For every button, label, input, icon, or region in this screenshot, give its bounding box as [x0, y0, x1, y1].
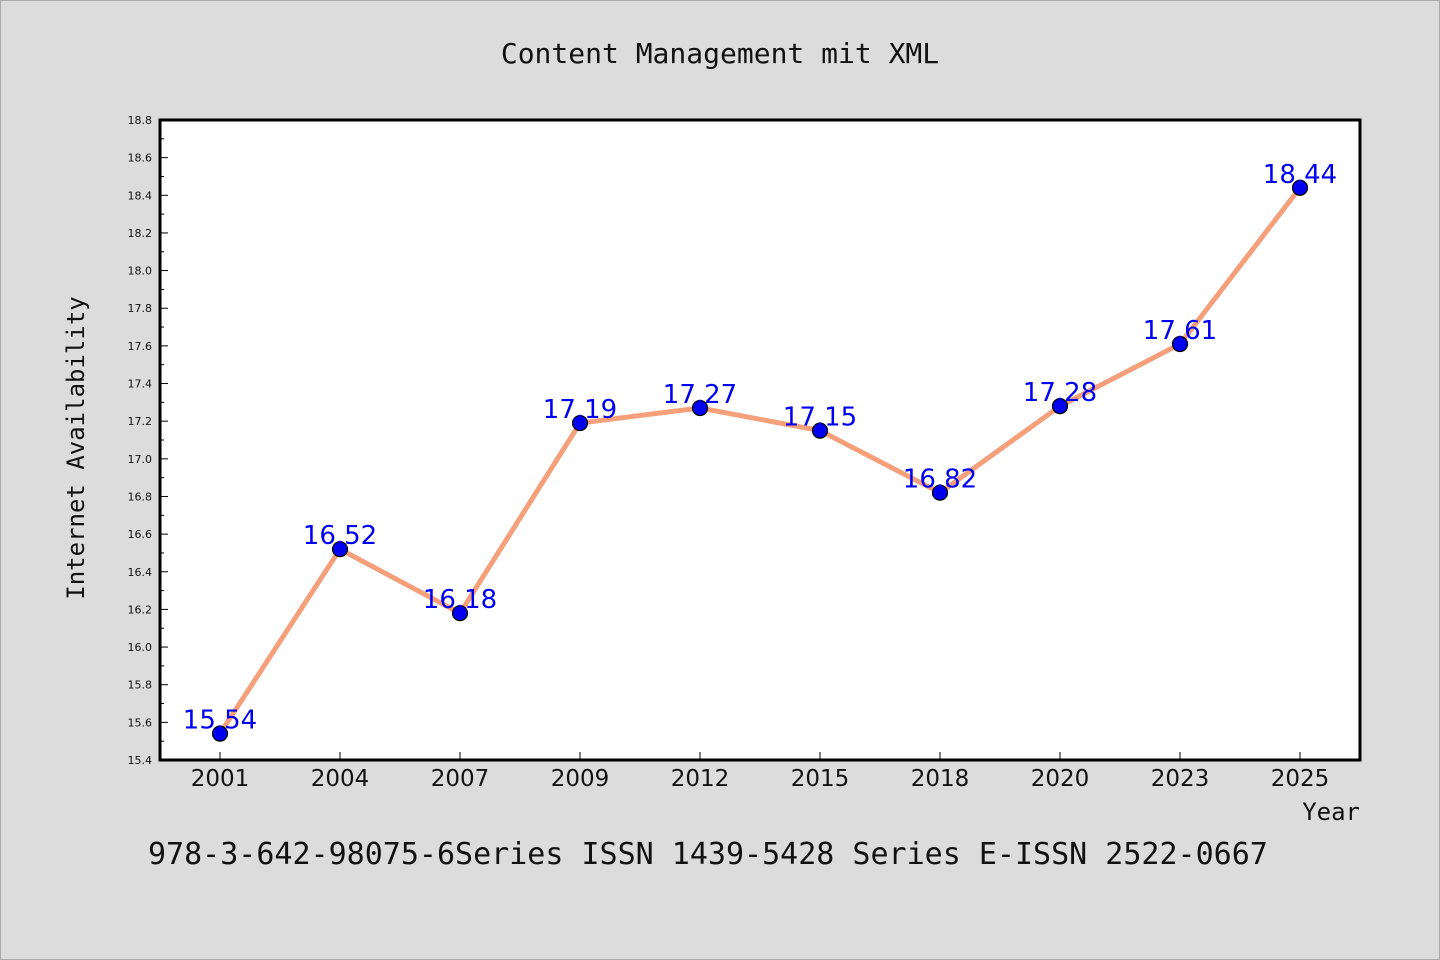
x-tick-label: 2004: [311, 766, 370, 792]
y-tick-label: 17.0: [128, 453, 153, 466]
data-value-label: 17.28: [1023, 378, 1097, 408]
chart-title: Content Management mit XML: [501, 37, 939, 70]
data-point: [931, 484, 949, 501]
data-point: [451, 605, 469, 622]
y-tick-label: 18.6: [128, 152, 153, 165]
data-point: [331, 541, 349, 558]
x-tick-label: 2015: [791, 766, 850, 792]
x-tick-label: 2001: [191, 766, 250, 792]
data-value-label: 18.44: [1263, 160, 1337, 190]
x-tick-label: 2007: [431, 766, 490, 792]
y-tick-label: 15.6: [128, 716, 153, 729]
y-tick-label: 17.4: [128, 378, 153, 391]
data-point: [211, 725, 229, 742]
data-point: [691, 399, 709, 417]
x-axis: 2001 2004 2007 2009 2012 2015 2018 2020 2023 2025: [191, 752, 1330, 792]
y-tick-label: 17.2: [128, 415, 153, 428]
y-tick-label: 17.6: [128, 340, 153, 353]
y-tick-label: 16.6: [128, 528, 153, 541]
y-tick-label: 18.8: [128, 114, 153, 127]
y-tick-label: 17.8: [128, 302, 153, 315]
y-tick-label: 15.8: [128, 679, 153, 692]
y-tick-label: 16.2: [128, 603, 153, 616]
series-line: [217, 186, 1302, 736]
data-point: [1171, 335, 1189, 353]
x-tick-label: 2009: [551, 766, 610, 792]
y-tick-label: 16.4: [128, 566, 153, 579]
y-tick-label: 16.8: [128, 490, 153, 503]
series-layer: [211, 179, 1309, 742]
y-tick-label: 16.0: [128, 641, 153, 654]
x-tick-label: 2012: [671, 766, 730, 792]
y-tick-label: 18.4: [128, 189, 153, 202]
x-axis-label: Year: [1302, 798, 1360, 826]
data-value-label: 17.19: [543, 395, 617, 425]
data-value-label: 15.54: [183, 706, 257, 736]
data-point: [1291, 179, 1309, 196]
x-tick-label: 2025: [1271, 766, 1330, 792]
x-tick-label: 2023: [1151, 766, 1210, 792]
y-tick-label: 18.0: [128, 265, 153, 278]
data-value-label: 17.27: [663, 380, 737, 410]
y-tick-label: 18.2: [128, 227, 153, 240]
data-point: [1051, 398, 1069, 415]
data-value-label: 16.52: [303, 521, 377, 551]
x-tick-label: 2018: [911, 766, 970, 792]
data-value-label: 17.61: [1143, 316, 1217, 346]
data-labels: 15.54 16.52 16.18 17.19 17.27 17.15 16.82 17.28…: [183, 160, 1337, 736]
y-axis: 15.4 15.6 15.8 16.0 16.2 16.4 16.6 16.8 17.0 17.2…: [128, 114, 168, 767]
data-value-label: 17.15: [783, 403, 857, 433]
y-tick-label: 15.4: [128, 754, 153, 767]
y-axis-label: Internet Availability: [62, 296, 90, 599]
footer-isbn-issn: 978-3-642-98075-6Series ISSN 1439-5428 S…: [148, 837, 1268, 872]
data-point: [811, 422, 829, 439]
plot-area: [158, 118, 1362, 762]
data-value-label: 16.18: [423, 585, 497, 615]
data-point: [571, 414, 589, 432]
data-value-label: 16.82: [903, 465, 977, 495]
x-tick-label: 2020: [1031, 766, 1090, 792]
